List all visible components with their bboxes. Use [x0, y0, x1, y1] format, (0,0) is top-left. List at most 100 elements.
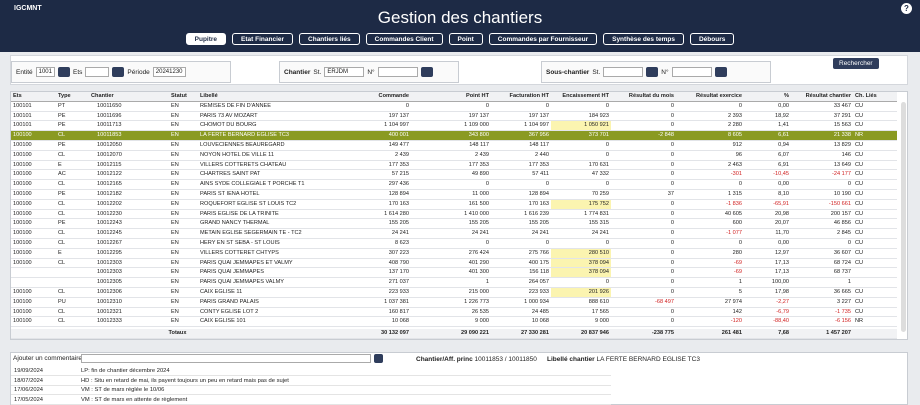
table-row[interactable]: 100101 PE 10011713 EN CHOMOT DU BOURG 1 104 9… [11, 121, 897, 132]
search-button[interactable]: Rechercher [833, 58, 879, 69]
table-row[interactable]: 100100 PE 10012182 EN PARIS ST IENA HOTEL 128… [11, 190, 897, 200]
label: N° [661, 68, 669, 76]
tab[interactable]: Point [448, 33, 483, 45]
cell: CL [58, 230, 66, 237]
cell: CHOMOT DU BOURG [200, 122, 257, 129]
cell: 373 701 [588, 132, 609, 139]
tab[interactable]: Débours [689, 33, 735, 45]
table-row[interactable]: 100100 CL 10012333 EN CAIX EGLISE 101 10 068 9… [11, 317, 897, 328]
cell: EN [171, 112, 179, 119]
add-button[interactable] [374, 354, 383, 363]
cell: 401 300 [468, 269, 489, 276]
status-input[interactable] [603, 67, 644, 77]
cell: 100100 [13, 230, 32, 237]
picker[interactable] [714, 67, 727, 77]
table-row[interactable]: 100100 PU 10012310 EN PARIS GRAND PALAIS 1 03… [11, 298, 897, 308]
cell: 0 [605, 279, 609, 286]
cell: 17,98 [775, 289, 789, 295]
tab[interactable]: Etat Financier [232, 33, 294, 45]
table-row[interactable]: 100100 PE 10012243 EN GRAND NANCY THERMAL 155… [11, 219, 897, 230]
cell: 100100 [13, 210, 32, 217]
table-row[interactable]: 100100 CL 10012321 EN CONTY EGLISE LOT 2 160 … [11, 308, 897, 318]
cell: 68 737 [833, 269, 851, 276]
cell: 1 774 831 [584, 210, 609, 217]
cell: 0 [605, 102, 609, 109]
picker[interactable] [420, 67, 433, 77]
table-row[interactable]: 100100 CL 10012230 EN PARIS EGLISE DE LA TRI… [11, 210, 897, 220]
cell: 0 [670, 318, 674, 325]
cell: 1 050 921 [551, 121, 611, 131]
table-row[interactable]: 100100 CL 10012303 EN PARIS QUAI JEMMAPES ET… [11, 258, 897, 269]
cell: EN [171, 308, 179, 315]
cell: 0 [605, 240, 609, 246]
cell: CU [855, 210, 864, 217]
table-row[interactable]: 100100 CL 10012070 EN NOYON HOTEL DE VILLE 1… [11, 151, 897, 161]
cell: 100,00 [771, 279, 789, 286]
help-button[interactable]: ? [901, 3, 912, 14]
cell: EN [171, 200, 179, 207]
table-row[interactable]: 100100 AC 10012122 EN CHARTRES SAINT PAT 57 2… [11, 170, 897, 181]
status-input[interactable]: ERJDM [324, 67, 365, 77]
cell: 156 118 [529, 269, 549, 276]
cell: 0 [670, 171, 674, 178]
cell: 24 241 [471, 230, 489, 237]
cell: 177 353 [528, 161, 549, 168]
table-row[interactable]: 100100 CL 10012306 EN CAIX EGLISE 11 223 933 2… [11, 288, 897, 298]
table-row[interactable]: 100100 E 10012115 EN VILLERS COTTERETS CHATE… [11, 161, 897, 171]
cell: 37 291 [833, 112, 851, 119]
table-row[interactable]: 100100 CL 10012245 EN METAIN EGLISE SEGERMAI… [11, 229, 897, 239]
cell: CU [855, 122, 864, 129]
table-row[interactable]: 100100 E 10012295 EN VILLERS COTTERET CHTYPS… [11, 248, 897, 259]
cell: 137 170 [388, 269, 409, 276]
picker[interactable] [646, 67, 659, 77]
table-row[interactable]: 100100 CL 10011853 EN LA FERTE BERNARD EGLIS… [11, 131, 897, 141]
cell: 1 000 934 [524, 298, 549, 305]
cell: 100100 [13, 161, 32, 168]
picker[interactable] [112, 67, 125, 77]
cell: 0 [670, 230, 674, 237]
column-header: Encaissement HT [562, 93, 609, 99]
table-row[interactable]: 100101 PT 10011650 EN REMISES DE FIN D'ANNEE… [11, 102, 897, 112]
label: Sous-chantier [546, 68, 590, 76]
cell: 100100 [13, 220, 32, 227]
cell: 170 163 [528, 200, 549, 207]
cell: 24 241 [591, 230, 609, 237]
cell: 175 752 [551, 199, 611, 209]
cell: 10012303 [97, 269, 122, 276]
number-input[interactable] [377, 67, 418, 77]
entity-input[interactable]: 1001 [35, 67, 55, 77]
cell: CL [58, 308, 66, 315]
table-row[interactable]: 100100 PE 10012050 EN LOUVECIENNES BEAUREGAR… [11, 141, 897, 151]
tab[interactable]: Pupitre [185, 33, 227, 45]
comment-input[interactable] [81, 354, 371, 363]
picker[interactable] [57, 67, 70, 77]
cell: PE [58, 220, 66, 227]
period-input[interactable]: 20241230 [152, 67, 186, 77]
cell: PARIS 73 AV MOZART [200, 112, 258, 119]
ets-input[interactable] [85, 67, 110, 77]
table-row[interactable]: 100100 CL 10012165 EN AINS SYDE COLLEGIALE T… [11, 180, 897, 190]
comment-text: VM : ST de mars en attente de règlement [81, 396, 188, 403]
cell: 20,07 [775, 220, 789, 227]
tab[interactable]: Commandes Client [365, 33, 443, 45]
cell: 10012305 [97, 279, 122, 286]
tab[interactable]: Synthèse des temps [603, 33, 684, 45]
table-row[interactable]: 100100 CL 10012267 EN HERY EN ST SEBA - ST L… [11, 239, 897, 249]
tab[interactable]: Chantiers liés [299, 33, 360, 45]
table-row[interactable]: 100101 PE 10011696 EN PARIS 73 AV MOZART 197 … [11, 112, 897, 122]
cell: CL [58, 132, 66, 139]
cell: 0 [670, 142, 674, 148]
cell: 10 068 [391, 318, 409, 325]
table-row[interactable]: 10012305 EN PARIS QUAI JEMMAPES VALMY 271 0… [11, 278, 897, 288]
cell: PE [58, 122, 66, 129]
cell: 9 000 [475, 318, 489, 325]
table-row[interactable]: 10012303 EN PARIS QUAI JEMMAPES 137 170 401 … [11, 268, 897, 279]
cell: 0 [670, 308, 674, 315]
subsite-filter: Sous-chantier St. N° [541, 61, 771, 83]
comment-list: 19/09/2024 LP: fin de chantier décembre 2… [11, 367, 907, 405]
tab[interactable]: Commandes par Fournisseur [488, 33, 598, 45]
cell [56, 278, 89, 287]
number-input[interactable] [671, 67, 712, 77]
table-row[interactable]: 100100 CL 10012202 EN ROQUEFORT EGLISE ST LO… [11, 199, 897, 210]
comment-row: 17/06/2024 VM : ST de mars réglée le 10/0… [11, 386, 611, 395]
